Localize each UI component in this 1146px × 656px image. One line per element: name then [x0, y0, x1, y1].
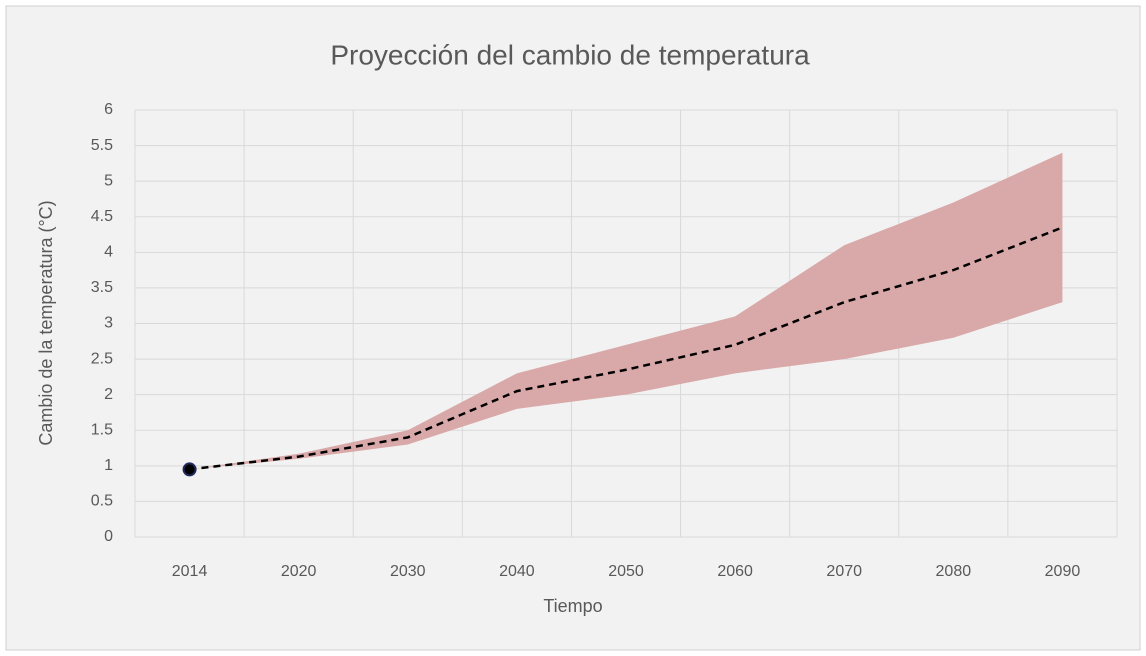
- y-tick-label: 1: [104, 457, 113, 474]
- y-tick-label: 6: [104, 101, 113, 118]
- y-tick-label: 3.5: [91, 279, 113, 296]
- y-tick-label: 0: [104, 528, 113, 545]
- y-tick-label: 5: [104, 172, 113, 189]
- x-tick-label: 2040: [499, 563, 535, 580]
- y-axis-label: Cambio de la temperatura (°C): [36, 200, 56, 445]
- y-tick-label: 2: [104, 386, 113, 403]
- y-tick-label: 1.5: [91, 421, 113, 438]
- y-tick-label: 0.5: [91, 493, 113, 510]
- x-tick-label: 2080: [936, 563, 972, 580]
- x-tick-label: 2014: [172, 563, 208, 580]
- uncertainty-band: [189, 152, 1063, 470]
- x-tick-label: 2020: [281, 563, 317, 580]
- series-line: [189, 226, 1063, 471]
- y-tick-label: 5.5: [91, 137, 113, 154]
- x-tick-label: 2090: [1045, 563, 1081, 580]
- y-tick-label: 2.5: [91, 350, 113, 367]
- chart-title: Proyección del cambio de temperatura: [330, 39, 810, 70]
- y-tick-label: 3: [104, 315, 113, 332]
- y-tick-label: 4: [104, 244, 113, 261]
- x-tick-label: 2030: [390, 563, 426, 580]
- x-tick-label: 2060: [717, 563, 753, 580]
- start-marker: [182, 462, 197, 477]
- x-tick-label: 2070: [826, 563, 862, 580]
- x-axis-label: Tiempo: [543, 596, 602, 616]
- x-tick-label: 2050: [608, 563, 644, 580]
- y-tick-label: 4.5: [91, 208, 113, 225]
